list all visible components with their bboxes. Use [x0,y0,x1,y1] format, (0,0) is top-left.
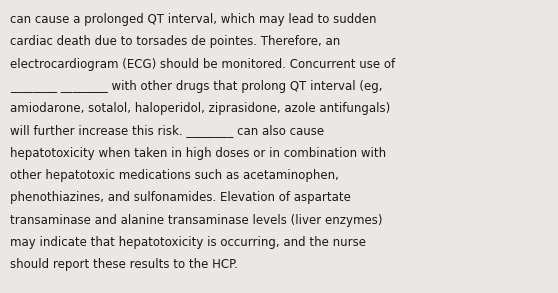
Text: ________ ________ with other drugs that prolong QT interval (eg,: ________ ________ with other drugs that … [10,80,383,93]
Text: phenothiazines, and sulfonamides. Elevation of aspartate: phenothiazines, and sulfonamides. Elevat… [10,191,351,204]
Text: transaminase and alanine transaminase levels (liver enzymes): transaminase and alanine transaminase le… [10,214,383,226]
Text: amiodarone, sotalol, haloperidol, ziprasidone, azole antifungals): amiodarone, sotalol, haloperidol, zipras… [10,102,390,115]
Text: electrocardiogram (ECG) should be monitored. Concurrent use of: electrocardiogram (ECG) should be monito… [10,58,395,71]
Text: can cause a prolonged QT interval, which may lead to sudden: can cause a prolonged QT interval, which… [10,13,377,26]
Text: cardiac death due to torsades de pointes. Therefore, an: cardiac death due to torsades de pointes… [10,35,340,48]
Text: other hepatotoxic medications such as acetaminophen,: other hepatotoxic medications such as ac… [10,169,339,182]
Text: hepatotoxicity when taken in high doses or in combination with: hepatotoxicity when taken in high doses … [10,147,386,160]
Text: should report these results to the HCP.: should report these results to the HCP. [10,258,238,271]
Text: will further increase this risk. ________ can also cause: will further increase this risk. _______… [10,125,324,137]
Text: may indicate that hepatotoxicity is occurring, and the nurse: may indicate that hepatotoxicity is occu… [10,236,366,249]
